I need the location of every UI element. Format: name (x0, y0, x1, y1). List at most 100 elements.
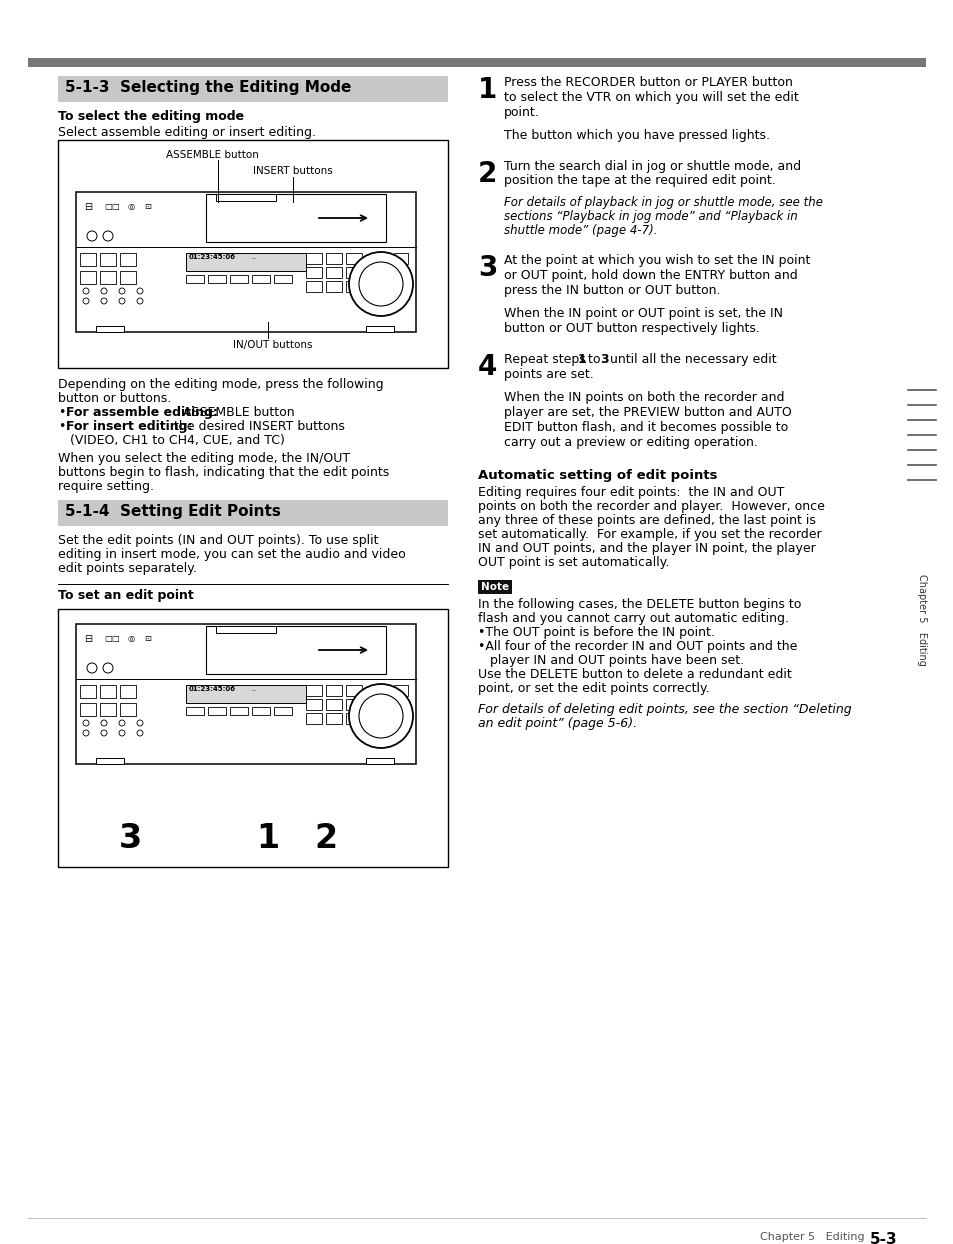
Text: 3: 3 (118, 822, 141, 855)
Bar (96, 326, 124, 332)
Circle shape (349, 684, 413, 748)
Bar (394, 699, 408, 710)
Circle shape (358, 694, 402, 738)
Text: Use the DELETE button to delete a redundant edit: Use the DELETE button to delete a redund… (477, 668, 791, 680)
Text: 1: 1 (477, 76, 497, 104)
Bar (206, 626, 386, 674)
Circle shape (83, 289, 89, 294)
Bar (58, 610, 448, 867)
Text: □□: □□ (104, 202, 120, 211)
Text: 1: 1 (578, 353, 586, 366)
Bar (100, 703, 116, 717)
Text: the desired INSERT buttons: the desired INSERT buttons (170, 420, 345, 433)
Circle shape (119, 299, 125, 304)
Text: 5-3: 5-3 (869, 1232, 897, 1244)
Text: edit points separately.: edit points separately. (58, 562, 196, 575)
Text: Turn the search dial in jog or shuttle mode, and: Turn the search dial in jog or shuttle m… (503, 160, 801, 173)
Text: points are set.: points are set. (503, 368, 593, 381)
Text: Repeat steps: Repeat steps (503, 353, 589, 366)
Bar (326, 281, 341, 292)
Bar (346, 685, 361, 695)
Text: Chapter 5   Editing: Chapter 5 Editing (916, 573, 926, 666)
Bar (326, 267, 341, 277)
Circle shape (349, 253, 413, 316)
Bar (230, 275, 248, 282)
Text: Chapter 5   Editing: Chapter 5 Editing (760, 1232, 863, 1242)
Text: The button which you have pressed lights.: The button which you have pressed lights… (503, 129, 769, 142)
Bar (80, 703, 96, 717)
Circle shape (358, 262, 402, 306)
Bar (477, 580, 512, 593)
Circle shape (119, 730, 125, 736)
Text: buttons begin to flash, indicating that the edit points: buttons begin to flash, indicating that … (58, 466, 389, 479)
Text: Note: Note (480, 582, 509, 592)
Circle shape (83, 720, 89, 726)
Circle shape (101, 720, 107, 726)
Text: 01:23:45:06: 01:23:45:06 (189, 685, 235, 692)
Text: (VIDEO, CH1 to CH4, CUE, and TC): (VIDEO, CH1 to CH4, CUE, and TC) (70, 434, 285, 447)
Bar (366, 758, 394, 764)
Text: or OUT point, hold down the ENTRY button and: or OUT point, hold down the ENTRY button… (503, 269, 797, 282)
Bar (252, 275, 270, 282)
Bar (80, 253, 96, 266)
Text: point.: point. (503, 106, 539, 119)
Text: points on both the recorder and player.  However, once: points on both the recorder and player. … (477, 500, 824, 513)
Text: 3: 3 (477, 254, 497, 282)
Text: press the IN button or OUT button.: press the IN button or OUT button. (503, 284, 720, 297)
Bar (206, 194, 386, 243)
Text: ⊡: ⊡ (144, 634, 151, 643)
Text: Set the edit points (IN and OUT points). To use split: Set the edit points (IN and OUT points).… (58, 534, 378, 547)
Text: sections “Playback in jog mode” and “Playback in: sections “Playback in jog mode” and “Pla… (503, 210, 797, 223)
Text: flash and you cannot carry out automatic editing.: flash and you cannot carry out automatic… (477, 612, 788, 624)
Text: ⊡: ⊡ (144, 202, 151, 211)
Text: ASSEMBLE button: ASSEMBLE button (166, 151, 258, 160)
Bar (326, 685, 341, 695)
Text: player are set, the PREVIEW button and AUTO: player are set, the PREVIEW button and A… (503, 406, 791, 419)
Text: For insert editing:: For insert editing: (66, 420, 193, 433)
Text: To select the editing mode: To select the editing mode (58, 109, 244, 123)
Text: button or OUT button respectively lights.: button or OUT button respectively lights… (503, 322, 760, 335)
Bar (306, 267, 322, 277)
Bar (375, 253, 390, 264)
Circle shape (137, 289, 143, 294)
Bar (346, 699, 361, 710)
Bar (306, 253, 322, 264)
Bar (326, 253, 341, 264)
Bar (100, 271, 116, 284)
Bar (346, 713, 361, 724)
Text: When the IN points on both the recorder and: When the IN points on both the recorder … (503, 391, 783, 404)
Text: For details of playback in jog or shuttle mode, see the: For details of playback in jog or shuttl… (503, 197, 822, 209)
Bar (346, 253, 361, 264)
Text: 2: 2 (314, 822, 337, 855)
Text: ◎: ◎ (128, 202, 135, 211)
Text: 3: 3 (599, 353, 608, 366)
Text: •All four of the recorder IN and OUT points and the: •All four of the recorder IN and OUT poi… (477, 639, 797, 653)
Text: OUT point is set automatically.: OUT point is set automatically. (477, 556, 669, 569)
Text: 5-1-3  Selecting the Editing Mode: 5-1-3 Selecting the Editing Mode (65, 80, 351, 95)
Bar (306, 281, 322, 292)
Text: •: • (58, 420, 66, 433)
Text: carry out a preview or editing operation.: carry out a preview or editing operation… (503, 435, 757, 449)
Text: shuttle mode” (page 4-7).: shuttle mode” (page 4-7). (503, 224, 657, 238)
Bar (230, 707, 248, 715)
Text: position the tape at the required edit point.: position the tape at the required edit p… (503, 174, 775, 187)
Text: to select the VTR on which you will set the edit: to select the VTR on which you will set … (503, 91, 798, 104)
Bar (375, 699, 390, 710)
Text: •: • (58, 406, 66, 419)
Text: ASSEMBLE button: ASSEMBLE button (179, 406, 294, 419)
Bar (120, 685, 136, 698)
Text: To set an edit point: To set an edit point (58, 588, 193, 602)
Text: For details of deleting edit points, see the section “Deleting: For details of deleting edit points, see… (477, 703, 851, 717)
Text: until all the necessary edit: until all the necessary edit (605, 353, 776, 366)
Text: Depending on the editing mode, press the following: Depending on the editing mode, press the… (58, 378, 383, 391)
Bar (306, 699, 322, 710)
Bar (96, 758, 124, 764)
Bar (186, 707, 204, 715)
Text: •The OUT point is before the IN point.: •The OUT point is before the IN point. (477, 626, 714, 639)
Circle shape (87, 231, 97, 241)
Text: Press the RECORDER button or PLAYER button: Press the RECORDER button or PLAYER butt… (503, 76, 792, 90)
Bar (80, 685, 96, 698)
Bar (186, 253, 306, 271)
Text: ...: ... (251, 255, 256, 260)
Bar (120, 253, 136, 266)
